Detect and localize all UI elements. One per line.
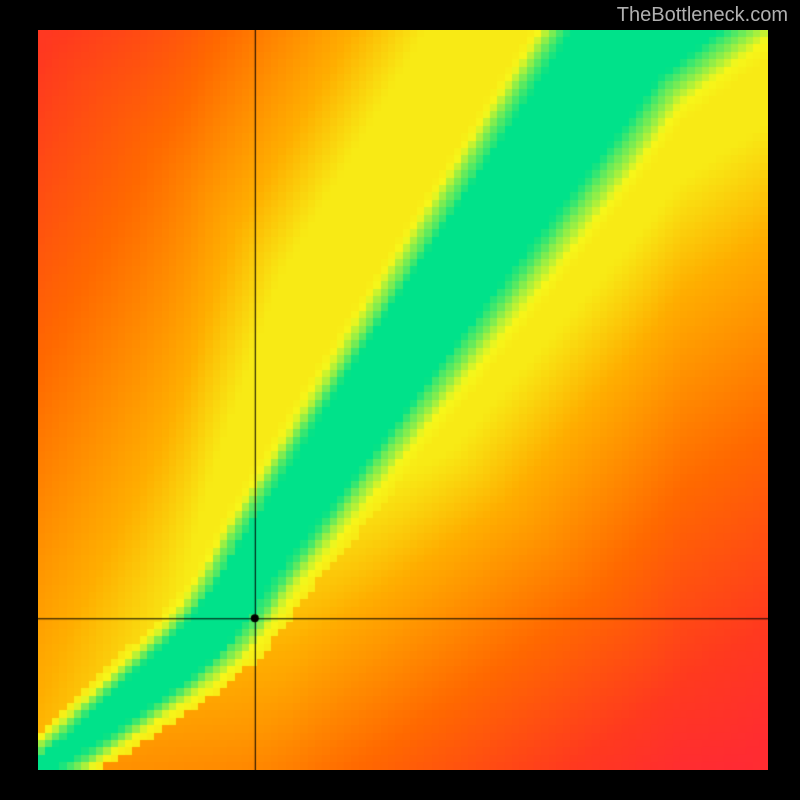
watermark-text: TheBottleneck.com bbox=[617, 4, 788, 27]
heatmap-canvas bbox=[38, 30, 768, 770]
heatmap-plot bbox=[38, 30, 768, 770]
chart-container: TheBottleneck.com bbox=[0, 0, 800, 800]
